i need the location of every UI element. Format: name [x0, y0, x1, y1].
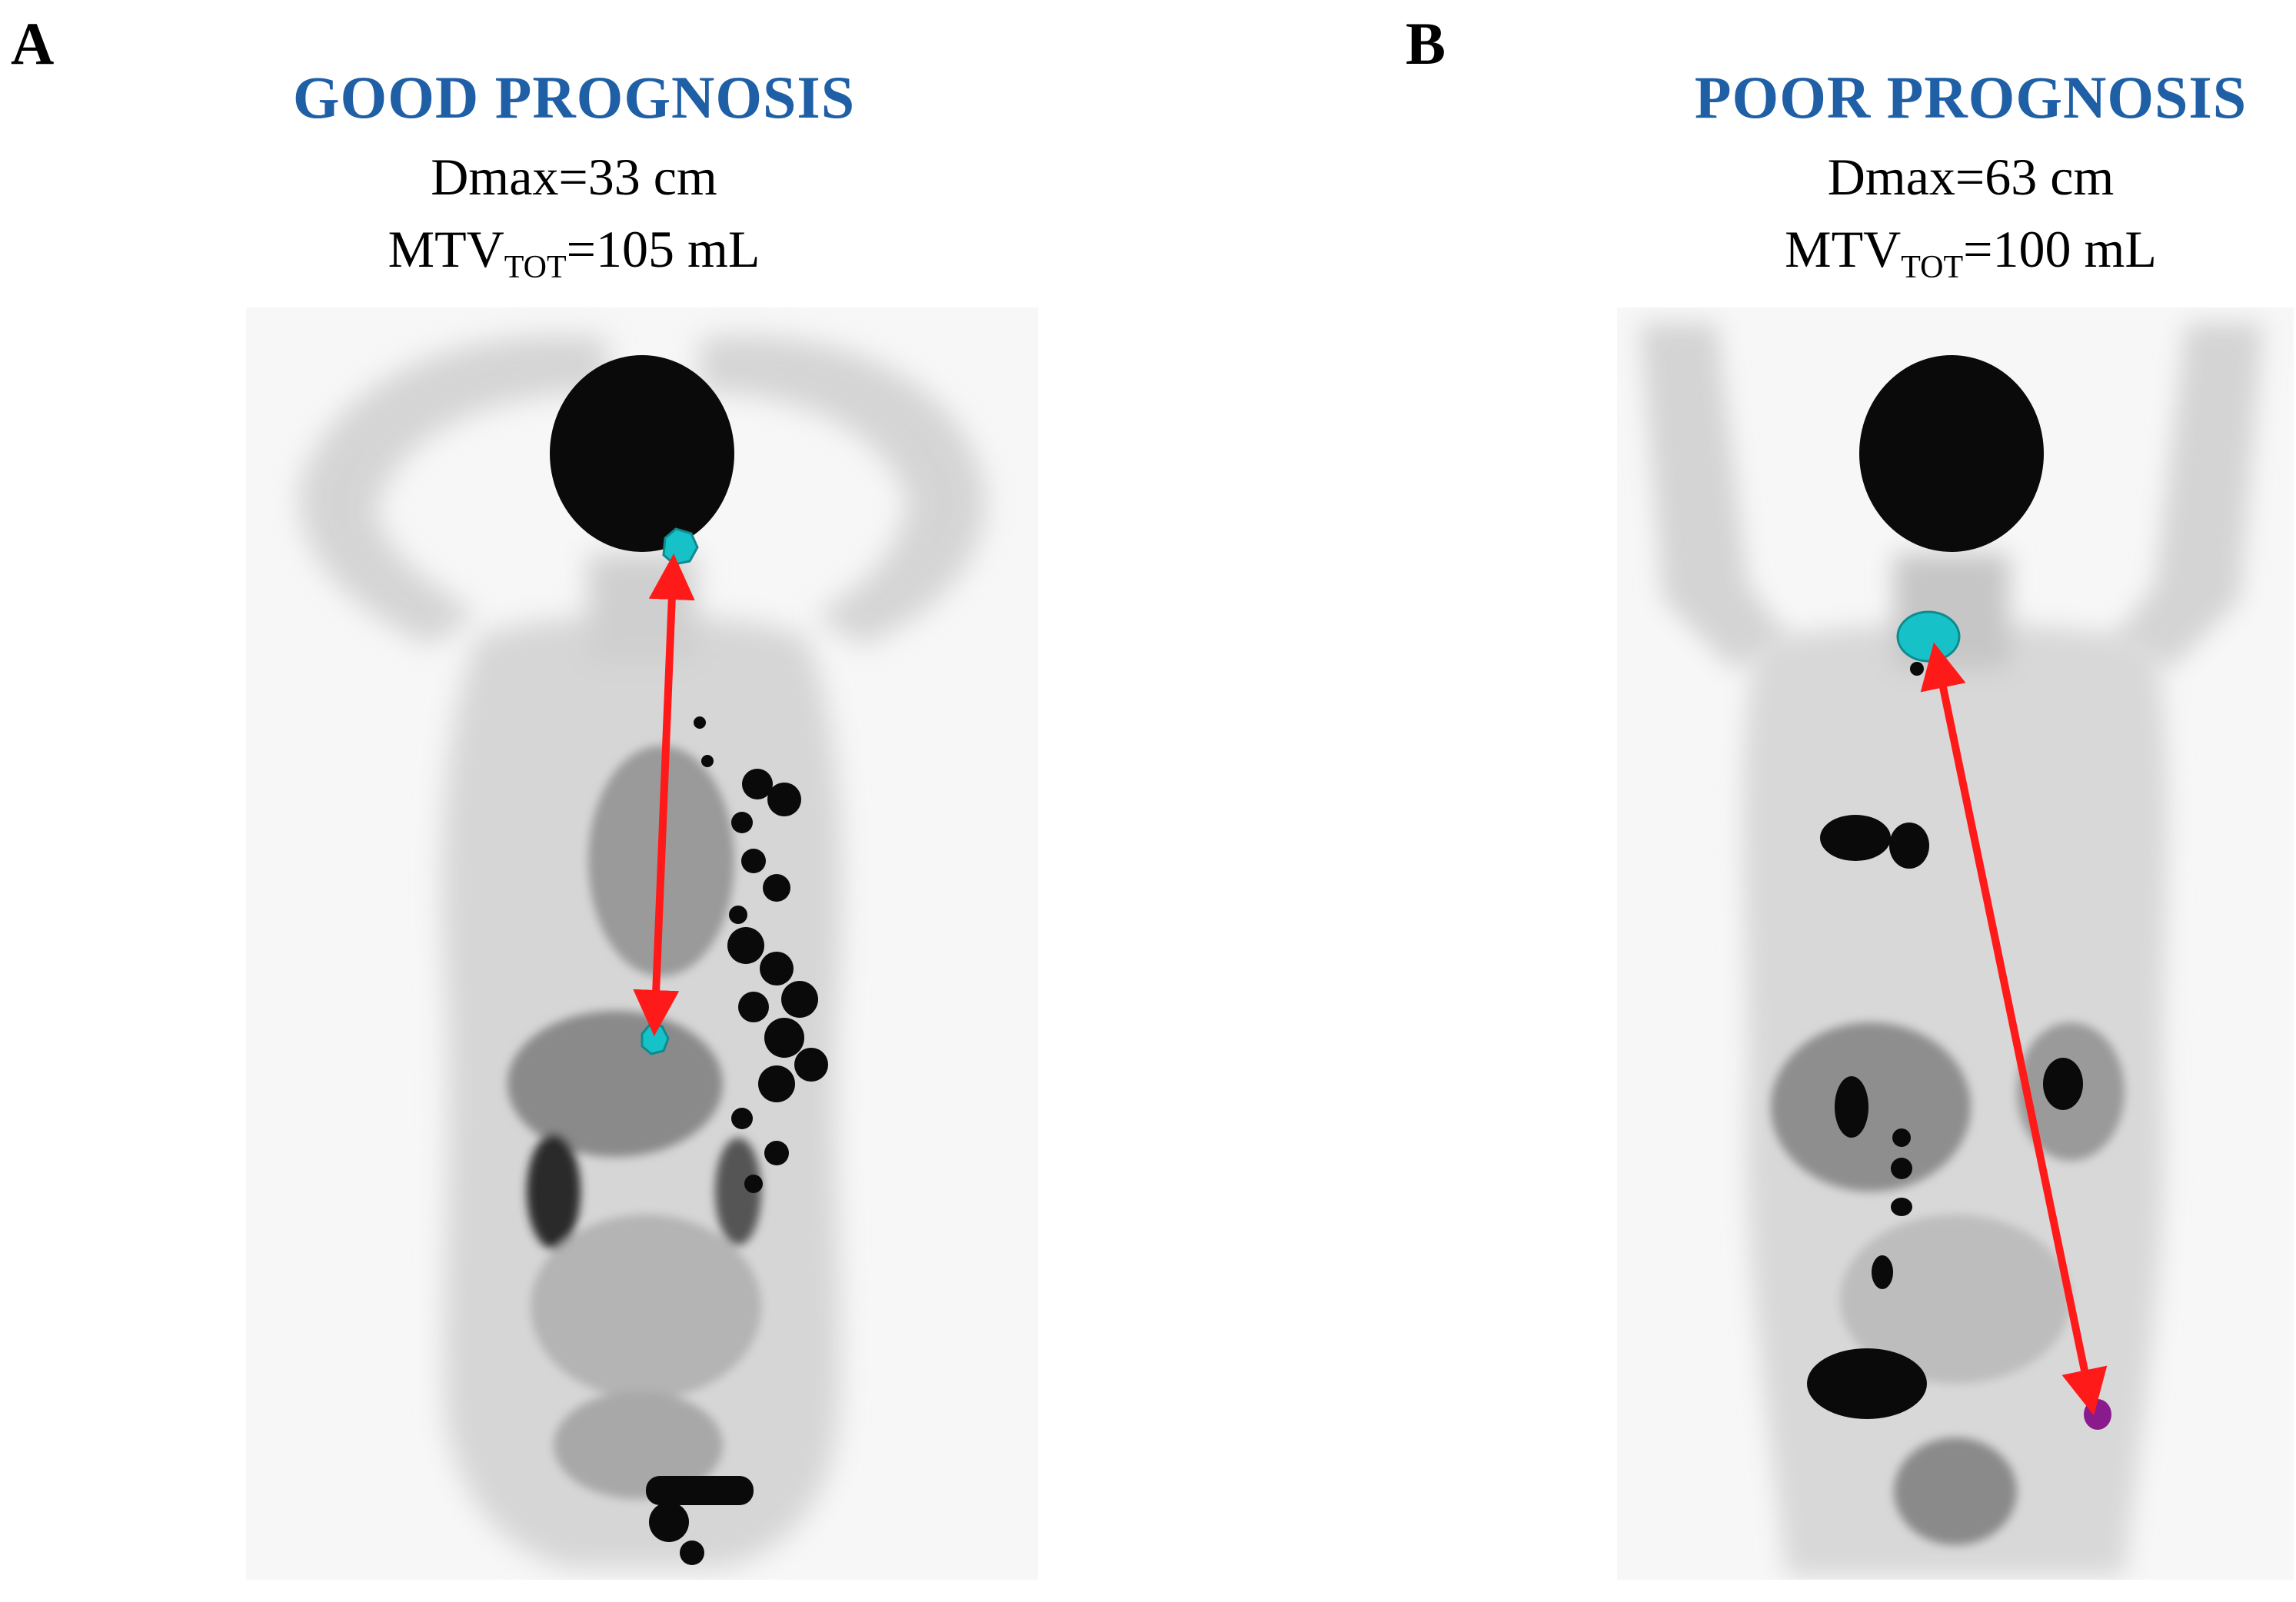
panel-poor-prognosis: B POOR PROGNOSIS Dmax=63 cm MTVTOT=100 m…	[1148, 0, 2296, 1602]
mtv-subscript: TOT	[504, 250, 567, 285]
pet-scan-illustration	[246, 307, 1038, 1580]
mtv-subscript: TOT	[1901, 250, 1964, 285]
mtv-prefix: MTV	[1785, 220, 1902, 278]
mtv-value: MTVTOT=100 mL	[1148, 223, 2296, 284]
dmax-value: Dmax=63 cm	[1827, 148, 2115, 206]
mtv-suffix: =105 mL	[566, 220, 760, 278]
pet-mip-image	[1617, 307, 2294, 1580]
mtv-prefix: MTV	[388, 220, 504, 278]
pet-scan-illustration	[1617, 307, 2294, 1580]
panel-letter: A	[11, 10, 55, 77]
mtv-value: MTVTOT=105 mL	[0, 223, 1148, 284]
panel-title: POOR PROGNOSIS	[1694, 64, 2248, 131]
panel-good-prognosis: A GOOD PROGNOSIS Dmax=33 cm MTVTOT=105 m…	[0, 10, 1148, 1580]
mtv-suffix: =100 mL	[1963, 220, 2157, 278]
panel-title: GOOD PROGNOSIS	[292, 64, 856, 131]
pet-mip-image	[246, 307, 1038, 1580]
dmax-value: Dmax=33 cm	[431, 148, 717, 206]
panel-letter: B	[1406, 10, 1446, 77]
